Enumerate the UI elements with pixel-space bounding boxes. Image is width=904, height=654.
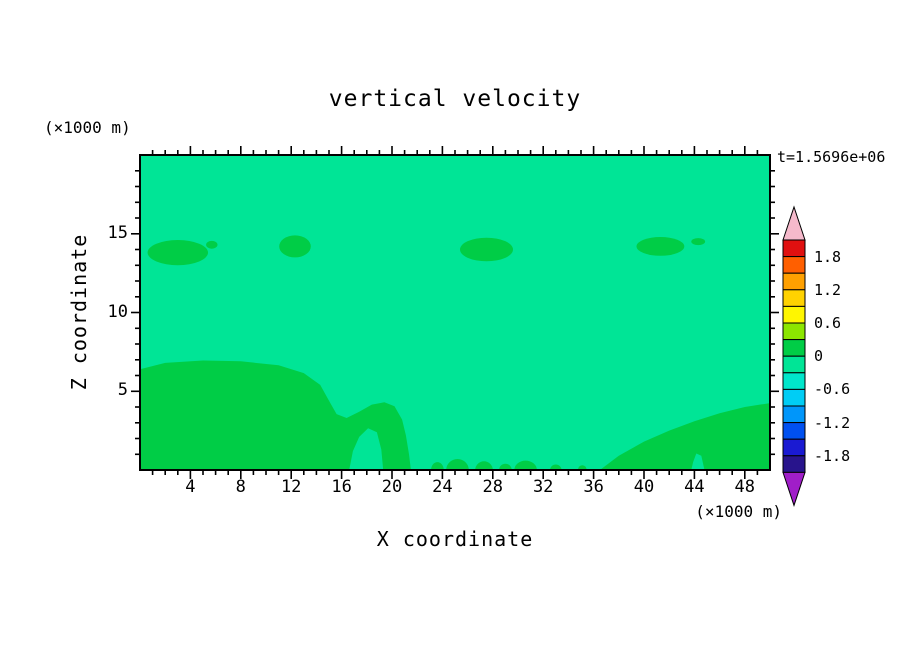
x-tick-label: 20 [381, 477, 403, 497]
z-tick-label: 15 [107, 222, 128, 243]
x-tick-label: 8 [235, 477, 246, 497]
x-tick-label: 16 [331, 477, 352, 497]
colorbar-label: 1.8 [814, 247, 842, 266]
colorbar-label: 0 [814, 347, 824, 366]
x-axis-title: X coordinate [376, 527, 534, 551]
x-tick-label: 40 [633, 477, 655, 497]
plot-border [139, 154, 771, 471]
x-tick-label: 12 [280, 477, 302, 497]
x-tick-label: 28 [482, 477, 504, 497]
x-axis-unit-label: (×1000 m) [695, 502, 782, 521]
colorbar-label: -1.8 [814, 446, 851, 465]
y-axis-title: Z coordinate [67, 233, 91, 391]
colorbar-label: 1.2 [814, 280, 842, 299]
contour-patches [140, 235, 770, 470]
x-tick-label: 48 [734, 477, 756, 497]
z-tick-label: 5 [117, 380, 128, 401]
y-axis-unit-label: (×1000 m) [44, 118, 131, 137]
x-tick-label: 24 [432, 477, 453, 497]
colorbar [782, 205, 806, 507]
colorbar-label: -0.6 [814, 380, 851, 399]
colorbar-label: 0.6 [814, 314, 842, 332]
timestamp-label: t=1.5696e+06 [777, 148, 886, 166]
chart-title: vertical velocity [328, 86, 582, 112]
x-tick-label: 36 [583, 477, 604, 497]
x-tick-label: 4 [185, 477, 196, 497]
colorbar-label: -1.2 [814, 413, 851, 432]
z-tick-label: 10 [107, 301, 128, 322]
x-tick-label: 32 [532, 477, 554, 497]
x-tick-label: 44 [684, 477, 705, 497]
